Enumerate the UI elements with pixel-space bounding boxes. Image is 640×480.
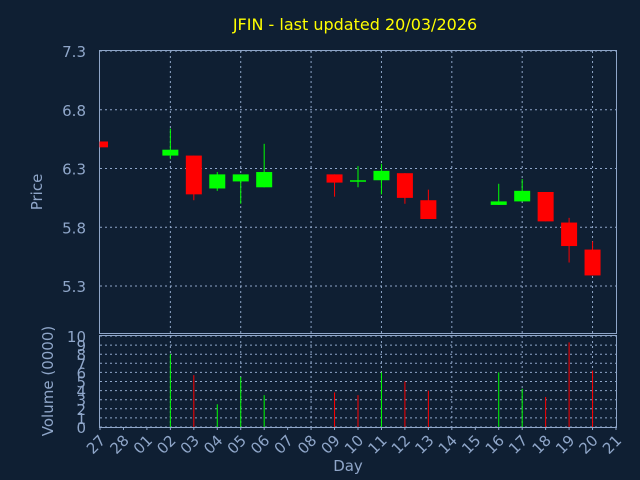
day-tick-label: 15 (458, 431, 484, 457)
volume-tick-label: 6 (76, 364, 86, 382)
volume-axis-label: Volume (0000) (39, 326, 57, 436)
candle-body (561, 222, 578, 247)
candle-body (373, 170, 390, 181)
candle-body (100, 141, 108, 148)
candle-body (232, 174, 249, 182)
price-tick-label: 6.8 (62, 102, 86, 120)
volume-tick-label: 8 (76, 346, 86, 364)
candle-body (396, 173, 413, 198)
volume-tick-label: 9 (76, 337, 86, 355)
day-tick-label: 14 (435, 431, 461, 457)
day-tick-label: 27 (83, 431, 109, 457)
day-tick-label: 02 (153, 431, 179, 457)
candlestick-series (99, 128, 601, 276)
price-tick-label: 7.3 (62, 43, 86, 61)
day-tick-label: 01 (130, 431, 156, 457)
price-tick-label: 6.3 (62, 161, 86, 179)
chart-title: JFIN - last updated 20/03/2026 (232, 15, 477, 34)
candle-body (420, 200, 437, 220)
candle-body (490, 201, 507, 205)
candle-body (537, 192, 554, 222)
day-tick-label: 12 (388, 431, 414, 457)
volume-gridlines (100, 335, 616, 428)
day-tick-label: 11 (364, 431, 390, 457)
candle-body (185, 155, 202, 195)
candle-body (256, 172, 273, 188)
day-tick-label: 06 (247, 431, 273, 457)
day-tick-label: 07 (271, 431, 297, 457)
candle-body (514, 190, 531, 202)
day-tick-label: 08 (294, 431, 320, 457)
day-tick-label: 17 (505, 431, 531, 457)
day-tick-label: 20 (576, 431, 602, 457)
candle-body (326, 174, 343, 183)
day-tick-label: 03 (177, 431, 203, 457)
day-tick-label: 21 (599, 431, 625, 457)
volume-series (169, 342, 594, 427)
volume-tick-label: 0 (76, 419, 86, 437)
day-tick-labels: 2728010203040506070809101112131415161718… (83, 427, 625, 458)
volume-tick-label: 7 (76, 355, 86, 373)
day-tick-label: 19 (552, 431, 578, 457)
day-tick-label: 09 (318, 431, 344, 457)
day-tick-label: 13 (411, 431, 437, 457)
day-axis-label: Day (333, 457, 363, 475)
volume-tick-label: 4 (76, 383, 86, 401)
volume-tick-label: 5 (76, 374, 86, 392)
day-tick-label: 04 (200, 431, 226, 457)
volume-tick-label: 2 (76, 401, 86, 419)
candle-body (209, 174, 226, 189)
candle-body (584, 249, 601, 276)
volume-tick-label: 1 (76, 410, 86, 428)
day-tick-label: 05 (224, 431, 250, 457)
volume-tick-label: 10 (67, 328, 86, 346)
price-tick-label: 5.3 (62, 278, 86, 296)
price-tick-labels: 7.3 6.8 6.3 5.8 5.3 (62, 43, 86, 296)
price-axis-label: Price (28, 174, 46, 211)
volume-tick-label: 3 (76, 392, 86, 410)
candle-body (162, 149, 179, 156)
candle-body (350, 180, 366, 182)
day-tick-label: 18 (529, 431, 555, 457)
day-tick-label: 16 (482, 431, 508, 457)
price-tick-label: 5.8 (62, 219, 86, 237)
day-tick-label: 10 (341, 431, 367, 457)
day-tick-label: 28 (106, 431, 132, 457)
price-plot-area (99, 50, 617, 334)
